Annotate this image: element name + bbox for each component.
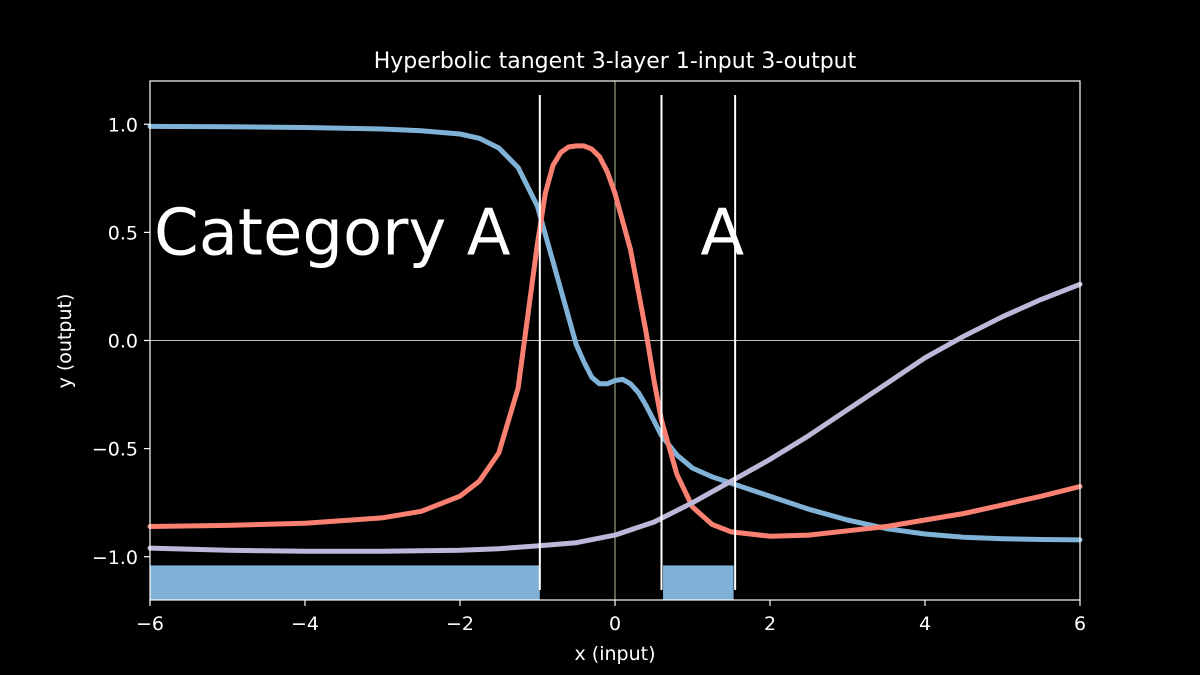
- y-tick-label: 0.5: [108, 222, 138, 244]
- x-tick-label: −2: [446, 613, 474, 635]
- chart-title: Hyperbolic tangent 3-layer 1-input 3-out…: [374, 49, 857, 74]
- y-tick-label: 1.0: [108, 114, 138, 136]
- y-axis-label: y (output): [54, 294, 76, 389]
- x-tick-label: −4: [291, 613, 319, 635]
- category-band-2: [663, 565, 734, 600]
- x-axis-label: x (input): [575, 643, 656, 665]
- series-line-3: [147, 281, 1083, 554]
- x-tick-label: 0: [609, 613, 621, 635]
- x-tick-label: −6: [136, 613, 164, 635]
- category-annotation-2: A: [700, 196, 744, 270]
- plot-area: Category A A −6 −4 −2 0 2 4 6 1.0 0.5 0.0 −0.5 −1.0: [92, 80, 1086, 635]
- x-tick-label: 6: [1074, 613, 1086, 635]
- x-tick-label: 4: [919, 613, 931, 635]
- category-band-1: [150, 565, 540, 600]
- y-tick-label: −0.5: [92, 439, 138, 461]
- series-line-1: [147, 123, 1083, 543]
- x-tick-label: 2: [764, 613, 776, 635]
- y-tick-label: −1.0: [92, 547, 138, 569]
- series-line-2: [147, 143, 1083, 539]
- y-tick-label: 0.0: [108, 331, 138, 353]
- category-annotation-1: Category A: [154, 196, 511, 270]
